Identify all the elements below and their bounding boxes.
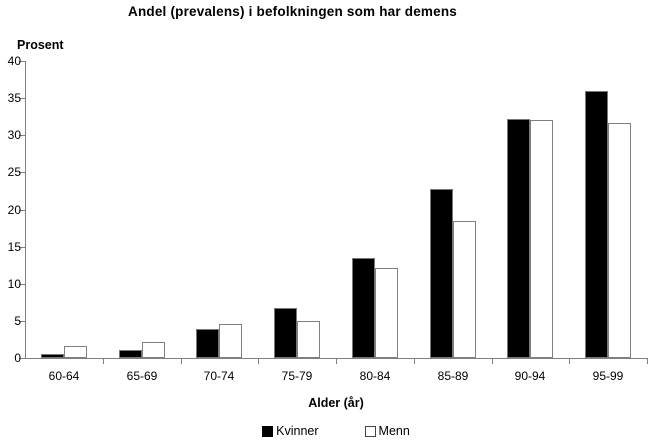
legend-item-kvinner: Kvinner bbox=[262, 424, 319, 438]
x-tick-label-95-99: 95-99 bbox=[592, 369, 624, 383]
x-tick-4 bbox=[336, 359, 337, 364]
y-tick-label-20: 20 bbox=[7, 203, 21, 217]
x-tick-6 bbox=[492, 359, 493, 364]
x-tick-7 bbox=[569, 359, 570, 364]
y-tick-label-40: 40 bbox=[7, 54, 21, 68]
x-tick-label-60-64: 60-64 bbox=[48, 369, 80, 383]
x-axis-line bbox=[25, 358, 648, 359]
x-tick-label-80-84: 80-84 bbox=[359, 369, 391, 383]
y-tick-5 bbox=[19, 321, 26, 322]
x-tick-label-70-74: 70-74 bbox=[203, 369, 235, 383]
bar-menn-75-79 bbox=[297, 321, 320, 358]
y-tick-label-0: 0 bbox=[14, 351, 21, 365]
x-tick-8 bbox=[647, 359, 648, 364]
bar-menn-80-84 bbox=[375, 268, 398, 358]
legend-label-kvinner: Kvinner bbox=[276, 424, 319, 438]
bar-menn-85-89 bbox=[453, 221, 476, 358]
kvinner-swatch-icon bbox=[262, 425, 274, 437]
legend-label-menn: Menn bbox=[378, 424, 410, 438]
x-tick-1 bbox=[103, 359, 104, 364]
bar-kvinner-60-64 bbox=[41, 354, 64, 358]
bar-kvinner-80-84 bbox=[352, 258, 375, 358]
y-tick-20 bbox=[19, 210, 26, 211]
y-tick-25 bbox=[19, 172, 26, 173]
x-tick-label-90-94: 90-94 bbox=[514, 369, 546, 383]
y-tick-label-35: 35 bbox=[7, 91, 21, 105]
y-tick-40 bbox=[19, 61, 26, 62]
bar-menn-70-74 bbox=[219, 324, 242, 358]
x-axis-label: Alder (år) bbox=[308, 396, 364, 410]
x-tick-label-85-89: 85-89 bbox=[437, 369, 469, 383]
x-tick-label-75-79: 75-79 bbox=[281, 369, 313, 383]
bar-menn-90-94 bbox=[530, 120, 553, 358]
legend-item-menn: Menn bbox=[364, 424, 410, 438]
y-tick-label-15: 15 bbox=[7, 240, 21, 254]
y-axis-label: Prosent bbox=[17, 38, 64, 52]
bar-menn-60-64 bbox=[64, 346, 87, 358]
bar-kvinner-75-79 bbox=[274, 308, 297, 358]
x-tick-label-65-69: 65-69 bbox=[126, 369, 158, 383]
x-tick-3 bbox=[258, 359, 259, 364]
bar-kvinner-65-69 bbox=[119, 350, 142, 358]
x-tick-2 bbox=[181, 359, 182, 364]
chart-title: Andel (prevalens) i befolkningen som har… bbox=[128, 4, 457, 19]
bar-kvinner-85-89 bbox=[430, 189, 453, 358]
legend: Kvinner Menn bbox=[25, 424, 647, 438]
bar-kvinner-70-74 bbox=[196, 329, 219, 358]
menn-swatch-icon bbox=[364, 425, 376, 437]
y-tick-label-30: 30 bbox=[7, 128, 21, 142]
y-tick-30 bbox=[19, 135, 26, 136]
bar-kvinner-90-94 bbox=[507, 119, 530, 358]
y-tick-label-10: 10 bbox=[7, 277, 21, 291]
y-tick-label-25: 25 bbox=[7, 165, 21, 179]
x-tick-5 bbox=[414, 359, 415, 364]
y-tick-10 bbox=[19, 284, 26, 285]
bar-menn-65-69 bbox=[142, 342, 165, 358]
y-tick-15 bbox=[19, 247, 26, 248]
y-tick-35 bbox=[19, 98, 26, 99]
bar-menn-95-99 bbox=[608, 123, 631, 358]
y-tick-label-5: 5 bbox=[14, 314, 21, 328]
bar-kvinner-95-99 bbox=[585, 91, 608, 358]
y-tick-0 bbox=[19, 358, 26, 359]
